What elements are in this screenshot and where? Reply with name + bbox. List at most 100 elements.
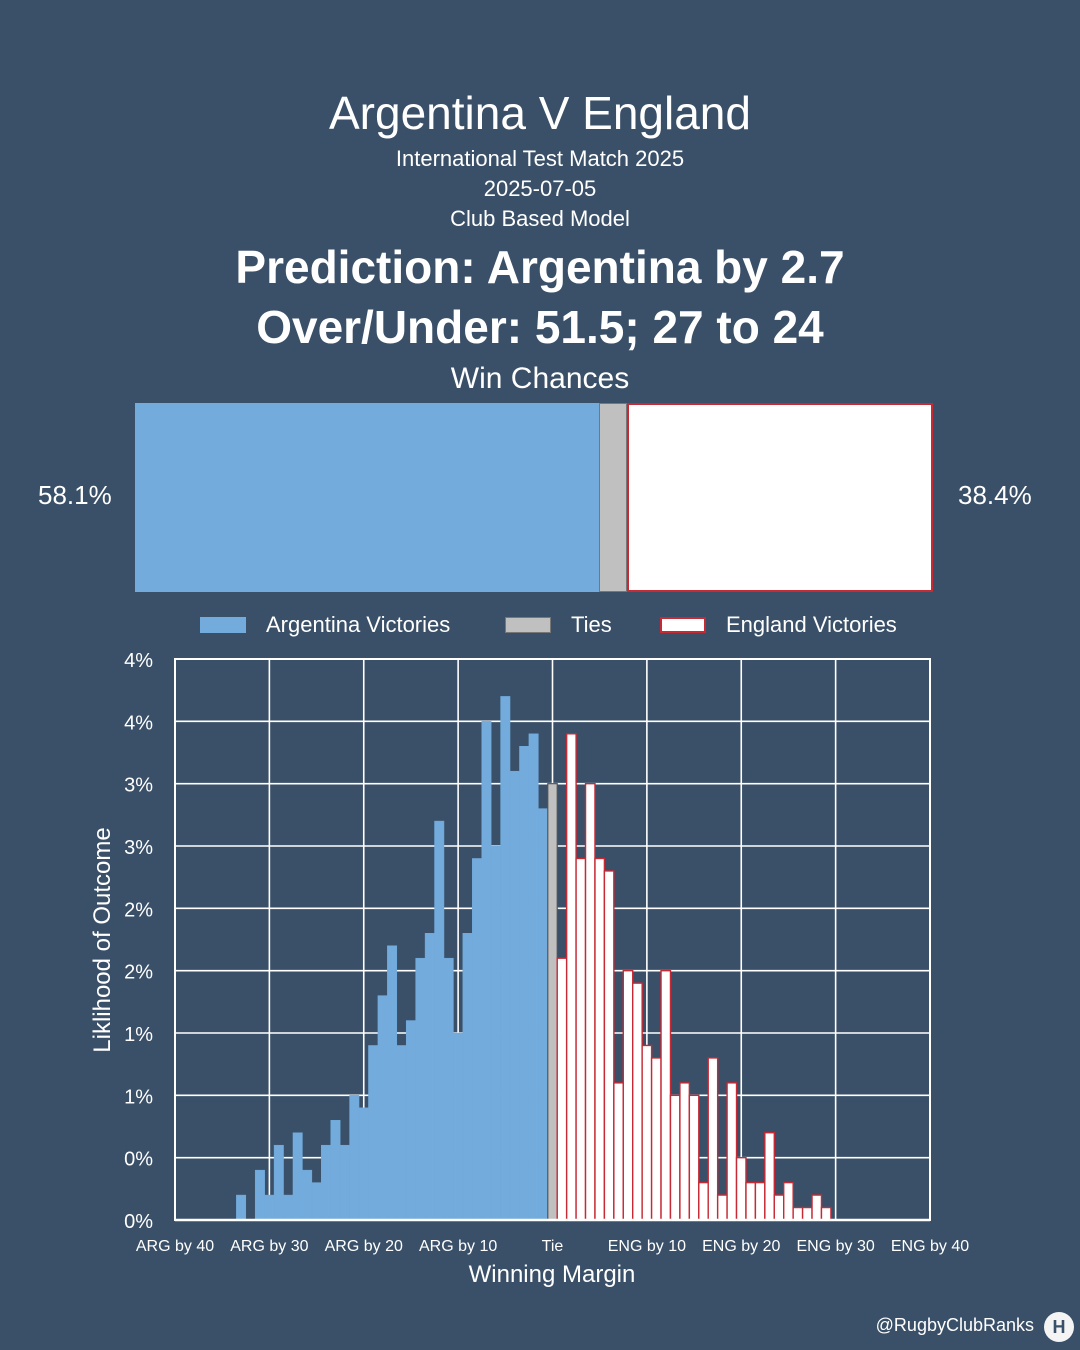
bar-argentina [368, 1045, 379, 1221]
bar-argentina [481, 721, 492, 1221]
bar-england [754, 1181, 766, 1221]
bar-argentina [358, 1107, 369, 1221]
bar-england [641, 1044, 653, 1221]
legend-item-argentina: Argentina Victories [200, 612, 450, 638]
bar-argentina [453, 1032, 464, 1221]
bar-england [792, 1206, 804, 1221]
bar-argentina [387, 945, 398, 1221]
legend-item-ties: Ties [505, 612, 612, 638]
y-tick-label: 2% [124, 899, 153, 921]
bar-argentina [519, 746, 530, 1221]
y-tick-label: 1% [124, 1086, 153, 1108]
x-tick-label: ARG by 10 [419, 1238, 497, 1255]
model-name: Club Based Model [450, 206, 630, 231]
competition-subtitle: International Test Match 2025 [395, 146, 685, 171]
legend-swatch-ties [505, 617, 551, 633]
bar-argentina [321, 1144, 331, 1221]
bar-england [773, 1194, 785, 1221]
y-tick-label: 2% [124, 962, 153, 984]
bar-england [575, 857, 587, 1221]
x-tick-label: Tie [542, 1238, 564, 1255]
bar-england [716, 1194, 728, 1221]
bar-argentina [424, 933, 435, 1221]
bar-england [650, 1057, 662, 1221]
bar-argentina [264, 1194, 275, 1221]
bar-england [584, 782, 596, 1221]
bar-england [811, 1194, 823, 1221]
bar-england [594, 857, 606, 1221]
bar-argentina [377, 995, 388, 1221]
bar-argentina [302, 1169, 313, 1221]
x-tick-label: ARG by 40 [136, 1238, 214, 1255]
y-tick-label: 3% [124, 775, 153, 797]
legend-label-ties: Ties [571, 612, 612, 637]
bar-argentina [443, 957, 454, 1221]
y-tick-label: 0% [124, 1149, 153, 1171]
bar-argentina [349, 1095, 360, 1221]
win-chances-bar [135, 403, 933, 592]
bar-england [660, 969, 672, 1221]
bar-argentina [396, 1045, 407, 1221]
bar-argentina [254, 1169, 265, 1221]
x-tick-label: ENG by 40 [891, 1238, 969, 1255]
legend-item-england: England Victories [660, 612, 897, 638]
bar-argentina [339, 1144, 350, 1221]
bar-england [679, 1082, 691, 1221]
bar-argentina [330, 1120, 341, 1221]
bar-argentina [500, 696, 511, 1221]
y-tick-label: 3% [124, 837, 153, 859]
bar-england [801, 1206, 813, 1221]
bar-argentina [462, 933, 473, 1221]
england-win-segment [626, 403, 933, 592]
bar-england [745, 1181, 757, 1221]
x-tick-label: ENG by 20 [702, 1238, 780, 1255]
bar-argentina [538, 808, 549, 1221]
bar-argentina [283, 1194, 294, 1221]
x-tick-label: ENG by 10 [608, 1238, 686, 1255]
bar-england [698, 1181, 709, 1221]
bar-argentina [311, 1182, 322, 1221]
x-tick-label: ENG by 30 [796, 1238, 874, 1255]
y-tick-label: 1% [124, 1024, 153, 1046]
argentina-win-segment [135, 403, 599, 592]
bar-argentina [273, 1144, 284, 1221]
bar-england [688, 1094, 700, 1221]
y-tick-label: 4% [124, 650, 153, 672]
bar-england [669, 1094, 681, 1221]
bar-england [632, 982, 643, 1221]
page-title: Argentina V England [329, 87, 751, 139]
tie-segment [598, 403, 627, 592]
bar-england [707, 1057, 719, 1221]
match-date: 2025-07-05 [483, 176, 597, 201]
bar-england [613, 1082, 624, 1221]
win-chances-title: Win Chances [450, 362, 630, 395]
bar-england [820, 1206, 832, 1221]
bar-argentina [292, 1132, 303, 1221]
bar-england [783, 1181, 794, 1221]
legend-label-england: England Victories [726, 612, 897, 637]
bar-argentina [405, 1020, 416, 1221]
bar-england [622, 969, 634, 1221]
y-axis-title: Liklihood of Outcome [89, 827, 116, 1052]
bar-argentina [434, 820, 445, 1221]
bar-england [556, 957, 568, 1221]
bar-england [726, 1082, 738, 1221]
x-axis-title: Winning Margin [469, 1261, 636, 1288]
x-tick-label: ARG by 30 [230, 1238, 308, 1255]
argentina-win-pct: 58.1% [38, 480, 112, 510]
legend-swatch-argentina [200, 617, 246, 633]
bar-argentina [472, 858, 482, 1221]
bar-england [603, 870, 615, 1221]
bar-england [764, 1132, 775, 1221]
bar-argentina [236, 1194, 247, 1221]
twitter-handle: @RugbyClubRanks [875, 1315, 1034, 1335]
rugby-posts-logo-icon: H [1044, 1312, 1074, 1342]
y-tick-label: 0% [124, 1211, 153, 1233]
prediction-text: Prediction: Argentina by 2.7 [235, 241, 845, 293]
bar-argentina [528, 733, 539, 1221]
england-win-pct: 38.4% [958, 480, 1032, 510]
bar-argentina [415, 957, 426, 1221]
legend-label-argentina: Argentina Victories [266, 612, 451, 637]
bar-argentina [509, 770, 520, 1221]
